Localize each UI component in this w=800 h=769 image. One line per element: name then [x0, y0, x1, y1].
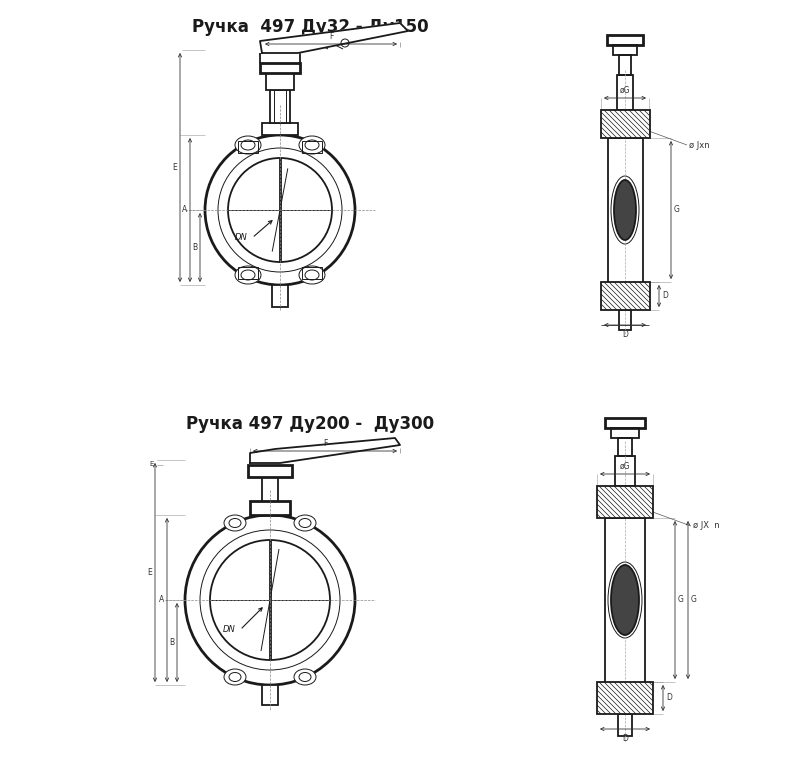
- Ellipse shape: [241, 140, 255, 150]
- Bar: [262, 123, 298, 135]
- Text: B: B: [169, 638, 174, 647]
- Ellipse shape: [299, 673, 311, 681]
- Bar: [611, 428, 639, 438]
- Bar: [601, 110, 650, 138]
- Ellipse shape: [299, 518, 311, 528]
- Polygon shape: [250, 438, 400, 463]
- Bar: [597, 486, 653, 518]
- Text: G: G: [678, 595, 684, 604]
- Bar: [248, 465, 292, 477]
- Bar: [615, 456, 635, 486]
- Bar: [605, 418, 645, 428]
- Bar: [613, 45, 637, 55]
- Ellipse shape: [299, 266, 325, 284]
- Ellipse shape: [305, 270, 319, 280]
- Bar: [238, 267, 258, 279]
- Text: A: A: [182, 205, 187, 215]
- Text: DN: DN: [235, 234, 248, 242]
- Bar: [272, 285, 288, 307]
- Text: E: E: [172, 163, 177, 172]
- Ellipse shape: [235, 266, 261, 284]
- Bar: [262, 685, 278, 705]
- Ellipse shape: [294, 515, 316, 531]
- Text: øG: øG: [620, 86, 630, 95]
- Ellipse shape: [299, 136, 325, 154]
- Bar: [302, 141, 322, 153]
- Bar: [302, 267, 322, 279]
- Ellipse shape: [611, 565, 639, 635]
- Text: ø Jxn: ø Jxn: [689, 141, 710, 149]
- Ellipse shape: [608, 562, 642, 638]
- Text: A: A: [158, 595, 164, 604]
- Text: F: F: [323, 439, 327, 448]
- Ellipse shape: [224, 669, 246, 685]
- Bar: [260, 63, 300, 73]
- Text: F: F: [329, 32, 333, 41]
- Text: Ручка  497 Ду32 - Ду150: Ручка 497 Ду32 - Ду150: [192, 18, 428, 36]
- Ellipse shape: [235, 136, 261, 154]
- Text: ø JX  n: ø JX n: [693, 521, 720, 531]
- Bar: [618, 714, 632, 736]
- Ellipse shape: [224, 515, 246, 531]
- Bar: [597, 682, 653, 714]
- Bar: [619, 55, 631, 75]
- Text: Ручка 497 Ду200 -  Ду300: Ручка 497 Ду200 - Ду300: [186, 415, 434, 433]
- Bar: [238, 141, 258, 153]
- Bar: [601, 282, 650, 310]
- Ellipse shape: [305, 140, 319, 150]
- Bar: [250, 501, 290, 515]
- Bar: [270, 90, 290, 123]
- Ellipse shape: [229, 518, 241, 528]
- Text: D: D: [666, 694, 672, 703]
- Bar: [618, 438, 632, 456]
- Ellipse shape: [229, 673, 241, 681]
- Text: E: E: [147, 568, 152, 577]
- Text: E: E: [150, 461, 154, 467]
- Text: D: D: [622, 734, 628, 743]
- Ellipse shape: [294, 669, 316, 685]
- Ellipse shape: [241, 270, 255, 280]
- Bar: [262, 477, 278, 501]
- Text: D: D: [622, 330, 628, 339]
- Polygon shape: [260, 23, 408, 53]
- Bar: [607, 35, 643, 45]
- Text: D: D: [662, 291, 668, 301]
- Text: B: B: [192, 243, 197, 252]
- Text: DN: DN: [223, 625, 236, 634]
- Ellipse shape: [611, 176, 639, 244]
- Bar: [608, 138, 643, 283]
- Bar: [617, 75, 633, 110]
- Ellipse shape: [614, 180, 636, 240]
- Text: øG: øG: [620, 462, 630, 471]
- Text: G: G: [674, 205, 680, 215]
- Text: G: G: [691, 595, 697, 604]
- Bar: [619, 310, 631, 330]
- Bar: [605, 518, 645, 683]
- Bar: [266, 73, 294, 90]
